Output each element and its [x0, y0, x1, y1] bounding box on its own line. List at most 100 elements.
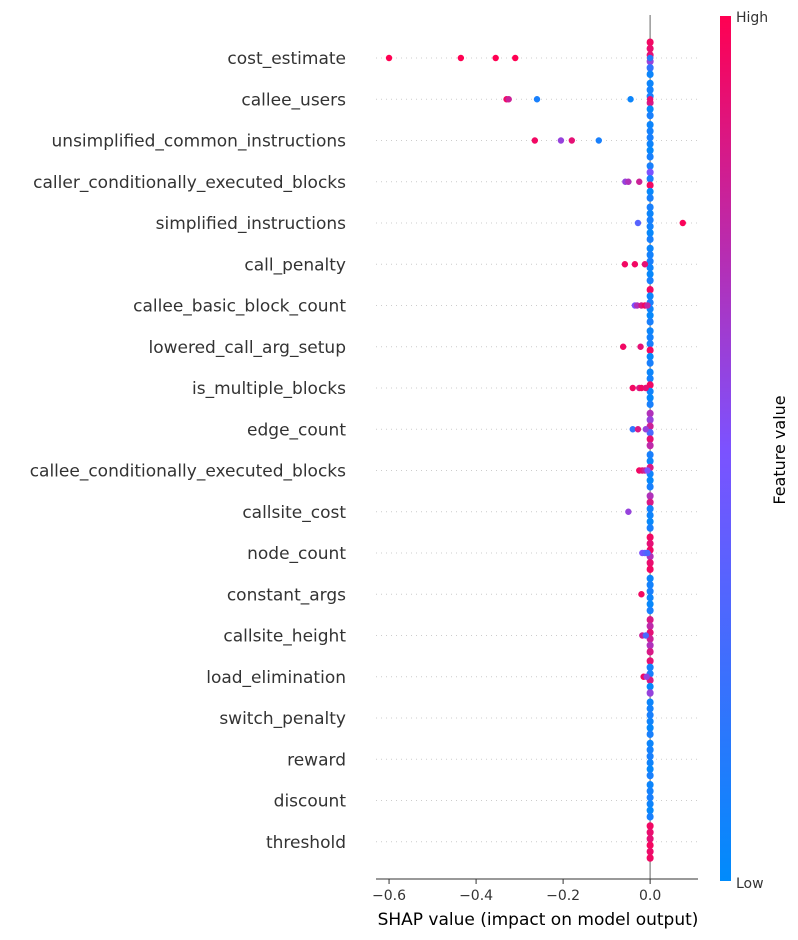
shap-point-dense	[646, 352, 654, 361]
shap-point-dense	[646, 517, 654, 526]
shap-point-dense	[646, 781, 654, 789]
shap-point	[385, 54, 393, 62]
shap-point-dense	[646, 505, 654, 513]
shap-point	[492, 54, 499, 62]
x-tick-label: −0.6	[372, 888, 406, 904]
feature-label: switch_penalty	[219, 709, 346, 729]
shap-point-dense	[646, 847, 654, 856]
shap-point-dense	[646, 771, 654, 780]
shap-point	[595, 137, 602, 144]
shap-point-dense	[646, 327, 654, 335]
shap-point-dense	[646, 441, 654, 450]
shap-point-dense	[646, 483, 654, 491]
shap-point	[637, 343, 644, 350]
feature-label: callsite_height	[223, 627, 346, 647]
shap-point	[646, 54, 654, 62]
feature-label: callee_users	[241, 90, 346, 110]
shap-point-dense	[646, 318, 654, 326]
shap-point	[646, 96, 654, 103]
feature-label: cost_estimate	[227, 49, 346, 69]
shap-point-dense	[646, 616, 654, 624]
colorbar-low-label: Low	[736, 876, 764, 892]
shap-point-dense	[646, 600, 654, 608]
shap-point-dense	[646, 622, 654, 630]
shap-point-dense	[646, 539, 654, 548]
shap-point-dense	[646, 394, 654, 402]
shap-point	[641, 261, 649, 268]
feature-label: edge_count	[247, 420, 346, 440]
x-tick-label: −0.4	[459, 888, 493, 904]
shap-point	[636, 178, 643, 185]
shap-point-dense	[646, 457, 654, 465]
colorbar-high-label: High	[736, 10, 768, 26]
shap-point-dense	[646, 181, 654, 189]
shap-point	[619, 343, 627, 350]
feature-labels: cost_estimate callee_users unsimplified_co…	[30, 49, 347, 853]
shap-point-dense	[646, 194, 654, 202]
shap-point-dense	[646, 451, 654, 459]
shap-point	[629, 384, 636, 392]
shap-point-dense	[646, 574, 654, 583]
shap-point-dense	[646, 346, 654, 354]
shap-point	[625, 508, 632, 515]
shap-point-dense	[646, 251, 654, 259]
shap-point-dense	[646, 105, 654, 113]
shap-point	[642, 384, 649, 392]
shap-point-dense	[646, 682, 654, 691]
shap-point	[679, 219, 686, 227]
colorbar-gradient	[720, 16, 731, 881]
shap-point-dense	[646, 162, 654, 170]
shap-point-dense	[646, 657, 654, 665]
shap-point-dense	[646, 222, 654, 231]
shap-point	[644, 302, 651, 309]
shap-point-dense	[646, 854, 654, 862]
shap-point-dense	[646, 581, 654, 589]
shap-point-dense	[646, 641, 654, 650]
gridlines	[376, 57, 698, 843]
shap-point-dense	[646, 168, 654, 177]
shap-point	[644, 549, 651, 557]
shap-point-dense	[646, 663, 654, 672]
shap-point-dense	[646, 689, 654, 697]
shap-point-dense	[646, 368, 654, 376]
shap-point-dense	[646, 209, 654, 218]
shap-point-dense	[646, 476, 654, 485]
shap-point	[631, 261, 639, 268]
shap-point-dense	[646, 606, 654, 615]
shap-point-dense	[646, 841, 654, 849]
feature-label: callee_conditionally_executed_blocks	[30, 462, 346, 482]
feature-label: unsimplified_common_instructions	[52, 132, 347, 152]
shap-point-dense	[646, 730, 654, 738]
shap-point-dense	[646, 711, 654, 719]
shap-point-dense	[646, 648, 654, 656]
data-points	[385, 38, 686, 862]
shap-point-dense	[646, 187, 654, 196]
shap-point-dense	[646, 216, 654, 224]
feature-label: constant_args	[227, 585, 346, 605]
shap-point-dense	[646, 263, 654, 272]
shap-point-dense	[646, 340, 654, 348]
shap-point	[638, 591, 645, 598]
shap-point-dense	[646, 79, 654, 88]
shap-point-dense	[646, 127, 654, 135]
shap-point	[557, 137, 565, 144]
shap-point-dense	[646, 559, 654, 567]
shap-point	[568, 137, 576, 144]
shap-point-dense	[646, 822, 654, 830]
shap-point-dense	[646, 492, 654, 500]
shap-point-dense	[646, 587, 654, 596]
shap-point-dense	[646, 787, 654, 795]
shap-point	[505, 96, 512, 103]
shap-point-dense	[646, 698, 654, 706]
shap-point-dense	[646, 765, 654, 773]
colorbar: High Low Feature value	[720, 10, 789, 892]
shap-point-dense	[646, 70, 654, 78]
shap-point-dense	[646, 146, 654, 155]
shap-point-dense	[646, 235, 654, 243]
feature-label: call_penalty	[244, 255, 346, 275]
shap-point	[629, 426, 636, 433]
shap-point-dense	[646, 311, 654, 320]
shap-point-dense	[646, 270, 654, 278]
feature-label: discount	[274, 792, 347, 812]
shap-point	[625, 178, 632, 185]
